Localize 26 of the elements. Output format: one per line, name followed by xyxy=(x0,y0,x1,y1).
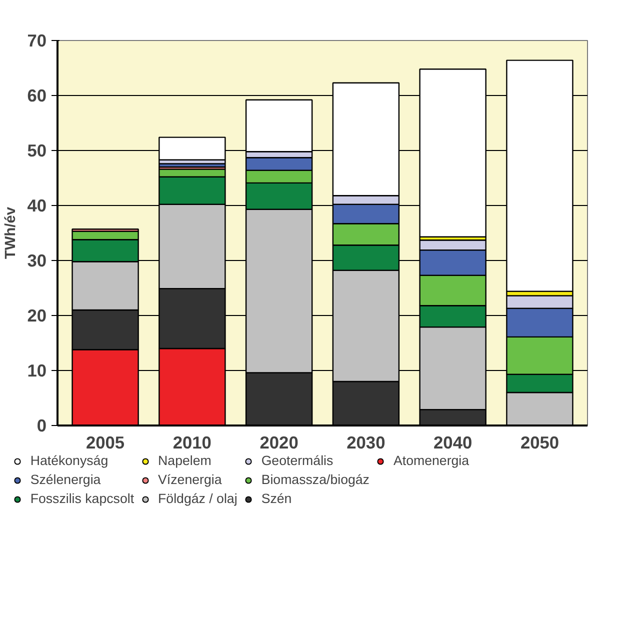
x-tick-label: 2010 xyxy=(172,432,212,452)
x-tick-label: 2040 xyxy=(434,432,472,452)
x-tick-label: 2030 xyxy=(346,432,386,452)
y-tick-label: 40 xyxy=(27,196,47,216)
legend-label: Geotermális xyxy=(261,453,334,468)
x-tick-label: 2050 xyxy=(520,432,559,452)
y-tick-label: 50 xyxy=(27,140,47,160)
y-tick-label: 60 xyxy=(27,86,47,106)
legend-label: Fosszilis kapcsolt xyxy=(30,491,134,506)
y-tick-label: 70 xyxy=(27,30,47,50)
legend-label: Napelem xyxy=(158,453,212,468)
legend-label: Biomassza/biogáz xyxy=(261,472,370,487)
bar xyxy=(158,136,226,160)
x-tick-label: 2020 xyxy=(260,432,298,452)
legend-label: Hatékonyság xyxy=(30,453,108,468)
y-tick-label: 0 xyxy=(36,416,47,436)
x-tick-label: 2005 xyxy=(86,432,125,452)
y-tick-label: 20 xyxy=(27,306,47,326)
legend-label: Szélenergia xyxy=(30,472,101,487)
legend-label: Atomenergia xyxy=(393,453,470,468)
y-axis-title: TWh/év xyxy=(3,206,20,260)
legend-label: Vízenergia xyxy=(158,472,222,487)
legend-label: Földgáz / olaj xyxy=(158,491,238,506)
y-tick-label: 10 xyxy=(27,360,47,380)
legend-label: Szén xyxy=(261,491,293,506)
y-tick-label: 30 xyxy=(27,250,47,270)
